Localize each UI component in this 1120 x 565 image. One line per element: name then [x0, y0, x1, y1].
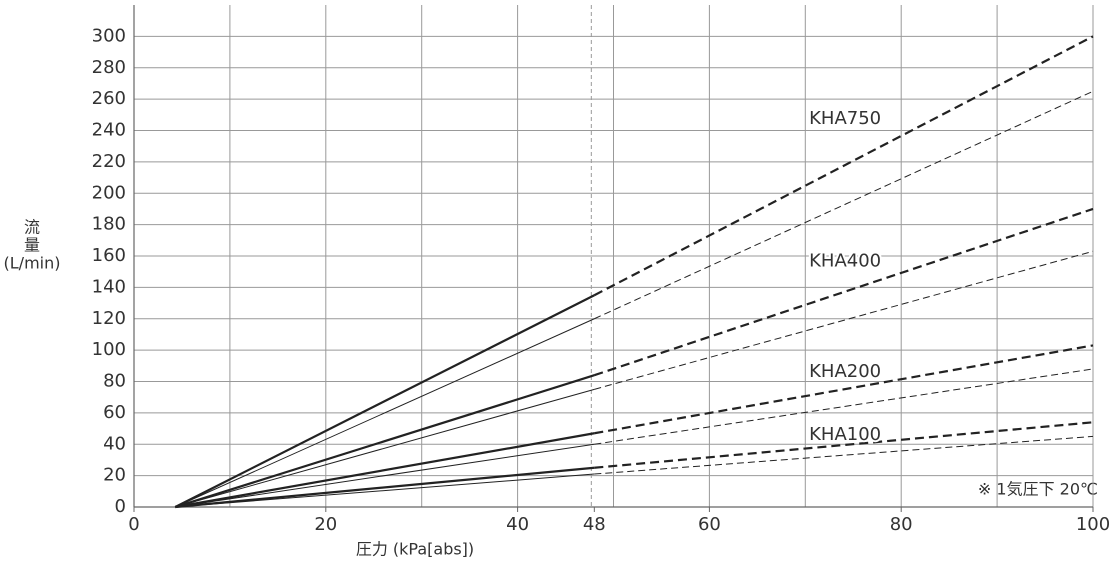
series-label: KHA100	[809, 424, 881, 445]
series-line	[594, 435, 1094, 475]
x-tick-label: 40	[506, 514, 529, 535]
x-tick-label: 60	[698, 514, 721, 535]
x-axis-label: 圧力 (kPa[abs])	[356, 540, 474, 559]
series-line	[594, 90, 1094, 320]
y-tick-label: 40	[103, 433, 126, 454]
y-tick-label: 180	[92, 214, 126, 235]
series-label: KHA200	[809, 361, 881, 382]
y-axis-label: 量	[24, 236, 40, 255]
y-tick-label: 300	[92, 25, 126, 46]
y-axis-label: (L/min)	[4, 254, 61, 273]
series-line	[175, 443, 595, 508]
y-tick-label: 140	[92, 276, 126, 297]
series-line	[175, 466, 595, 509]
x-tick-label: 48	[583, 514, 606, 535]
y-tick-label: 80	[103, 371, 126, 392]
y-tick-label: 280	[92, 57, 126, 78]
x-tick-label: 20	[314, 514, 337, 535]
y-tick-label: 20	[103, 465, 126, 486]
x-tick-label: 0	[128, 514, 139, 535]
series-line	[593, 207, 1094, 377]
y-tick-label: 100	[92, 339, 126, 360]
x-tick-label: 80	[890, 514, 913, 535]
series-line	[593, 35, 1094, 297]
series-label: KHA750	[809, 108, 881, 129]
y-tick-label: 0	[115, 496, 126, 517]
series-line	[594, 250, 1094, 390]
series-line	[594, 368, 1094, 445]
note: ※ 1気圧下 20℃	[978, 480, 1098, 499]
series-line	[175, 318, 595, 508]
series-line	[175, 388, 595, 508]
x-tick-label: 100	[1076, 514, 1110, 535]
y-tick-label: 160	[92, 245, 126, 266]
series-line	[175, 432, 595, 509]
y-tick-label: 120	[92, 308, 126, 329]
y-axis-label: 流	[24, 218, 40, 237]
series-label: KHA400	[809, 250, 881, 271]
series-line	[174, 374, 595, 509]
series-line	[175, 473, 595, 508]
y-tick-label: 260	[92, 88, 126, 109]
y-tick-label: 220	[92, 151, 126, 172]
series-line	[594, 344, 1094, 435]
series-line	[174, 294, 595, 508]
y-tick-label: 60	[103, 402, 126, 423]
y-tick-label: 240	[92, 120, 126, 141]
y-tick-label: 200	[92, 182, 126, 203]
